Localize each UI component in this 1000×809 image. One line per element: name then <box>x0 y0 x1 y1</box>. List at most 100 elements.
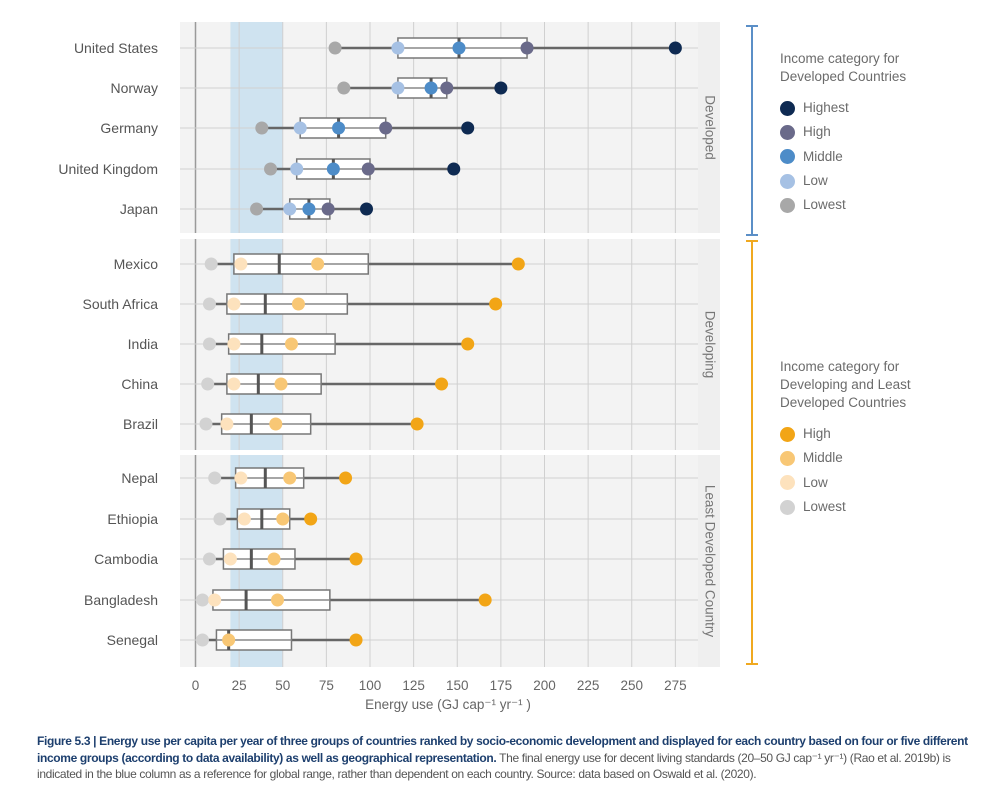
point-middle <box>332 121 346 135</box>
legend-label: Middle <box>803 450 843 466</box>
point-low <box>223 552 237 566</box>
point-low <box>237 512 251 526</box>
legend-label: Low <box>803 474 828 490</box>
point-middle <box>271 593 285 607</box>
point-low <box>290 162 304 176</box>
point-low <box>283 202 297 216</box>
legend-item: Lowest <box>780 495 911 519</box>
country-label: Japan <box>120 201 158 217</box>
strip-background <box>698 239 720 450</box>
legend-item: Highest <box>780 96 906 120</box>
legend-dot-icon <box>780 100 795 116</box>
country-label: Germany <box>100 120 158 136</box>
x-tick-label: 75 <box>319 678 334 693</box>
point-low <box>227 377 241 391</box>
point-lowest <box>202 297 216 311</box>
point-low <box>227 337 241 351</box>
legend-item: Middle <box>780 145 906 169</box>
point-high <box>379 121 393 135</box>
group-strip-label: Developing <box>702 311 717 379</box>
point-highest <box>494 81 508 95</box>
point-lowest <box>199 417 213 431</box>
point-middle <box>302 202 316 216</box>
point-high <box>461 337 475 351</box>
x-tick-label: 0 <box>192 678 200 693</box>
legend-item: Middle <box>780 446 911 470</box>
point-middle <box>267 552 281 566</box>
country-label: United Kingdom <box>58 161 158 177</box>
caption-bold: Figure 5.3 | Energy use per capita per y… <box>37 734 968 765</box>
point-high <box>410 417 424 431</box>
legend-label: Lowest <box>803 499 846 515</box>
point-middle <box>291 297 305 311</box>
x-tick-label: 200 <box>533 678 556 693</box>
point-middle <box>276 512 290 526</box>
point-middle <box>326 162 340 176</box>
point-middle <box>222 633 236 647</box>
x-tick-label: 50 <box>275 678 290 693</box>
legend-item: Low <box>780 471 911 495</box>
point-low <box>293 121 307 135</box>
strip-background <box>698 22 720 233</box>
legend-label: High <box>803 124 831 140</box>
point-middle <box>311 257 325 271</box>
point-lowest <box>195 633 209 647</box>
point-high <box>361 162 375 176</box>
point-low <box>234 471 248 485</box>
point-high <box>304 512 318 526</box>
point-middle <box>424 81 438 95</box>
legend-dot-icon <box>780 197 795 213</box>
group-strip-label: Developed <box>702 95 717 160</box>
legend-developing-title-1: Income category for <box>780 359 900 374</box>
point-high <box>435 377 449 391</box>
point-high <box>478 593 492 607</box>
point-middle <box>274 377 288 391</box>
country-label: Bangladesh <box>84 592 158 608</box>
point-lowest <box>328 41 342 55</box>
legend-dot-icon <box>780 124 795 140</box>
point-low <box>391 81 405 95</box>
point-highest <box>668 41 682 55</box>
figure-caption: Figure 5.3 | Energy use per capita per y… <box>37 733 982 783</box>
group-strip-label: Least Developed Country <box>702 485 717 638</box>
legend-dot-icon <box>780 149 795 165</box>
point-lowest <box>255 121 269 135</box>
point-high <box>489 297 503 311</box>
point-lowest <box>213 512 227 526</box>
legend-developed: Income category for Developed Countries … <box>780 50 906 217</box>
x-tick-label: 100 <box>359 678 382 693</box>
point-lowest <box>250 202 264 216</box>
legend-dot-icon <box>780 499 795 515</box>
country-label: Brazil <box>123 416 158 432</box>
legend-developed-title-2: Developed Countries <box>780 69 907 84</box>
point-lowest <box>264 162 278 176</box>
legend-label: High <box>803 426 831 442</box>
x-tick-label: 175 <box>490 678 513 693</box>
point-middle <box>284 337 298 351</box>
legend-label: Low <box>803 173 828 189</box>
point-high <box>349 633 363 647</box>
point-high <box>321 202 335 216</box>
point-high <box>511 257 525 271</box>
point-highest <box>461 121 475 135</box>
point-lowest <box>204 257 218 271</box>
energy-use-chart: Developed United States Norway Germany Unite… <box>58 22 758 712</box>
point-high <box>349 552 363 566</box>
point-lowest <box>202 552 216 566</box>
point-lowest <box>337 81 351 95</box>
country-label: Ethiopia <box>107 511 158 527</box>
legend-item: Low <box>780 169 906 193</box>
caption-text: The final energy use for decent living s… <box>37 750 951 782</box>
point-low <box>208 593 222 607</box>
country-label: Cambodia <box>94 551 158 567</box>
x-tick-label: 25 <box>232 678 247 693</box>
country-label: United States <box>74 40 158 56</box>
point-lowest <box>208 471 222 485</box>
point-middle <box>452 41 466 55</box>
legend-dot-icon <box>780 173 795 189</box>
point-low <box>220 417 234 431</box>
point-low <box>391 41 405 55</box>
point-low <box>227 297 241 311</box>
point-high <box>440 81 454 95</box>
country-label: China <box>121 376 158 392</box>
